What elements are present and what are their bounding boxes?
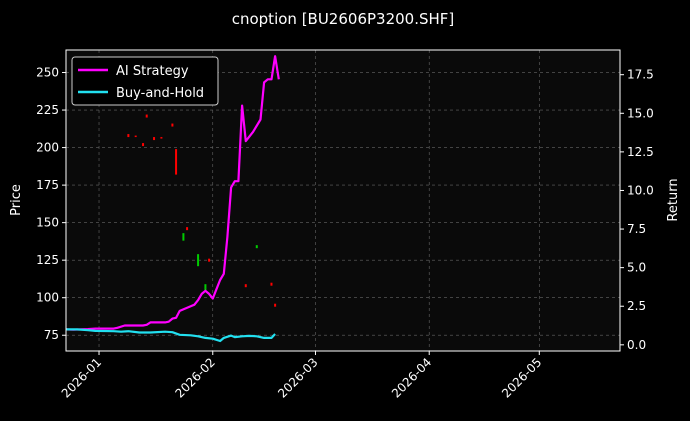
candle — [171, 123, 174, 127]
candle — [153, 137, 156, 141]
chart-title: cnoption [BU2606P3200.SHF] — [232, 10, 455, 28]
y-left-tick-label: 175 — [36, 178, 59, 192]
y-right-tick-label: 10.0 — [627, 183, 654, 197]
candle — [160, 137, 163, 139]
legend-label-ai-strategy: AI Strategy — [116, 64, 189, 79]
y-right-tick-label: 0.0 — [627, 338, 646, 352]
y-left-tick-label: 100 — [36, 291, 59, 305]
candle — [134, 135, 137, 138]
series-lines — [65, 55, 280, 343]
x-tick-label: 2026-05 — [499, 355, 544, 400]
y-left-tick-label: 200 — [36, 141, 59, 155]
y-right-tick-label: 5.0 — [627, 261, 646, 275]
y-left-tick-label: 250 — [36, 66, 59, 80]
legend-label-buy-and-hold: Buy-and-Hold — [116, 86, 204, 101]
y-right-tick-label: 2.5 — [627, 299, 646, 313]
candle — [197, 254, 200, 267]
candle — [208, 258, 211, 262]
x-tick-label: 2026-04 — [389, 355, 434, 400]
candle — [145, 114, 148, 118]
y-left-tick-label: 75 — [44, 328, 59, 342]
y-right-tick-label: 7.5 — [627, 222, 646, 236]
candle — [255, 245, 258, 249]
candle — [127, 134, 130, 138]
candle — [244, 284, 247, 288]
y-axis-label-left: Price — [9, 184, 24, 216]
y-left-tick-label: 225 — [36, 103, 59, 117]
y-axis-label-right: Return — [666, 178, 681, 221]
plot-frame — [65, 49, 621, 352]
candle — [186, 227, 189, 231]
y-right-tick-label: 12.5 — [627, 145, 654, 159]
candle — [204, 284, 207, 292]
series-line-ai-strategy — [65, 55, 280, 331]
candle — [142, 143, 145, 147]
y-left-tick-label: 150 — [36, 216, 59, 230]
legend-box — [71, 56, 219, 106]
candle — [274, 303, 277, 307]
x-tick-label: 2026-01 — [59, 355, 104, 400]
legend: AI Strategy Buy-and-Hold — [71, 56, 219, 106]
y-right-tick-label: 17.5 — [627, 68, 654, 82]
y-right-tick-label: 15.0 — [627, 106, 654, 120]
x-tick-label: 2026-03 — [275, 355, 320, 400]
x-tick-label: 2026-02 — [173, 355, 218, 400]
candle — [270, 282, 273, 286]
candle — [175, 149, 178, 175]
candle — [182, 233, 185, 241]
candles — [127, 114, 277, 307]
series-line-buy-and-hold — [66, 328, 276, 343]
y-left-tick-label: 125 — [36, 253, 59, 267]
